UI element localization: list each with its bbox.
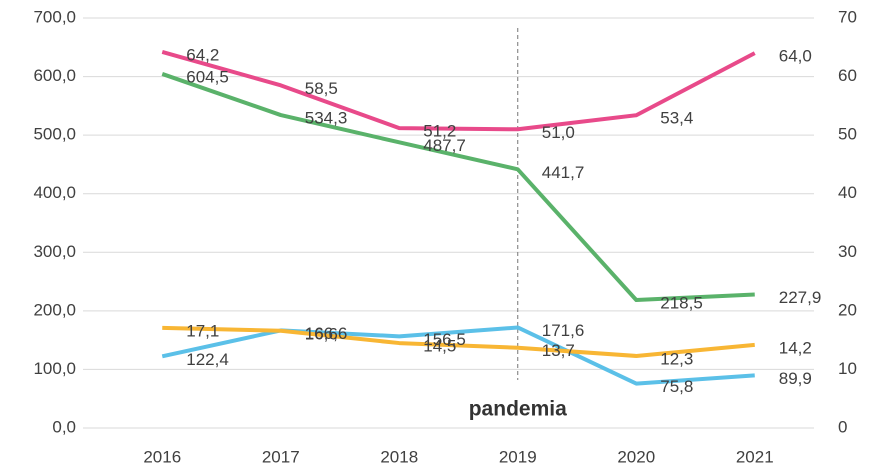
- data-label: 58,5: [305, 79, 338, 98]
- series-line: [161, 325, 755, 386]
- y2-tick-label: 60: [838, 66, 857, 85]
- series-line: [161, 72, 755, 303]
- data-label: 156,5: [423, 330, 466, 349]
- y2-tick-label: 20: [838, 300, 857, 319]
- y-tick-label: 0,0: [52, 417, 76, 436]
- x-tick-label: 2019: [499, 447, 537, 466]
- data-label: 227,9: [779, 288, 822, 307]
- x-tick-label: 2020: [617, 447, 655, 466]
- annotation: pandemia: [469, 398, 567, 421]
- y-tick-label: 200,0: [33, 300, 76, 319]
- y-tick-label: 300,0: [33, 242, 76, 261]
- data-label: 534,3: [305, 109, 348, 128]
- data-label: 51,2: [423, 122, 456, 141]
- data-label: 441,7: [542, 163, 585, 182]
- x-tick-label: 2017: [262, 447, 300, 466]
- y2-tick-label: 10: [838, 359, 857, 378]
- data-label: 64,0: [779, 47, 812, 66]
- data-label: 17,1: [186, 321, 219, 340]
- y2-tick-label: 0: [838, 417, 847, 436]
- x-tick-label: 2021: [736, 447, 774, 466]
- data-label: 75,8: [660, 377, 693, 396]
- data-label: 14,5: [423, 337, 456, 356]
- data-label: 122,4: [186, 350, 229, 369]
- series-line: [161, 50, 756, 132]
- y-tick-label: 700,0: [33, 7, 76, 26]
- series-line: [162, 325, 755, 358]
- data-label: 171,6: [542, 321, 585, 340]
- x-tick-label: 2016: [143, 447, 181, 466]
- data-label: 64,2: [186, 45, 219, 64]
- data-label: 53,4: [660, 109, 693, 128]
- data-label: 16,6: [305, 324, 338, 343]
- data-label: 487,7: [423, 136, 466, 155]
- data-label: 604,5: [186, 67, 229, 86]
- y-tick-label: 100,0: [33, 359, 76, 378]
- y2-tick-label: 30: [838, 242, 857, 261]
- data-label: 14,2: [779, 338, 812, 357]
- data-label: 12,3: [660, 349, 693, 368]
- data-label: 51,0: [542, 123, 575, 142]
- y-tick-label: 400,0: [33, 183, 76, 202]
- x-tick-label: 2018: [380, 447, 418, 466]
- y-tick-label: 600,0: [33, 66, 76, 85]
- y2-tick-label: 40: [838, 183, 857, 202]
- data-label: 89,9: [779, 369, 812, 388]
- y2-tick-label: 50: [838, 125, 857, 144]
- y-tick-label: 500,0: [33, 125, 76, 144]
- data-label: 166,6: [305, 324, 348, 343]
- data-label: 218,5: [660, 294, 703, 313]
- y2-tick-label: 70: [838, 7, 857, 26]
- data-label: 13,7: [542, 341, 575, 360]
